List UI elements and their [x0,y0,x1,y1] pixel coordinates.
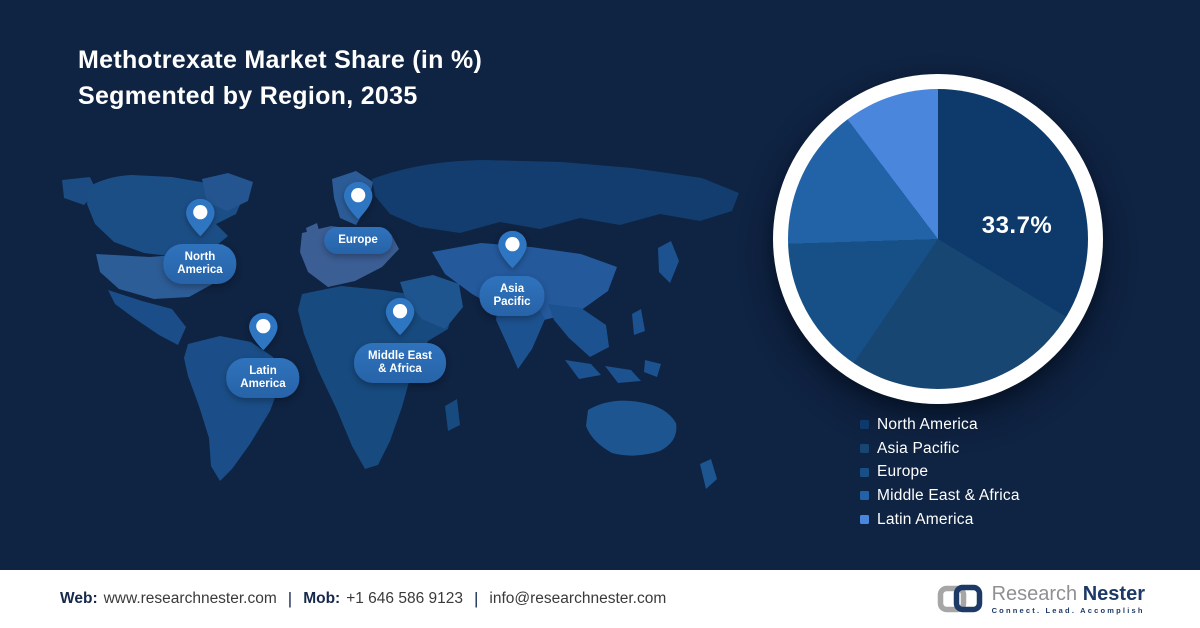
continent-philippines [632,309,645,335]
brand-name: Research Nester [992,584,1145,604]
pie-value-label: 33.7% [981,212,1053,239]
map-pin-icon [248,312,278,351]
pie-legend: North America Asia Pacific Europe Middle… [860,413,1020,531]
legend-item-middle-east-africa: Middle East & Africa [860,484,1020,508]
continent-southeast-asia [548,304,609,357]
legend-marker-icon [860,420,869,430]
separator: | [287,589,293,608]
map-pin-icon [497,230,527,269]
brand-name-nester: Nester [1082,582,1145,605]
title-line-1: Methotrexate Market Share (in %) [78,46,483,74]
map-marker-latin-america: Latin America [226,311,300,398]
legend-marker-icon [860,491,869,501]
brand-tagline: Connect. Lead. Accomplish [991,605,1145,615]
continent-russia [372,160,739,233]
legend-item-europe: Europe [860,460,1020,484]
legend-label: Europe [877,463,929,481]
continent-central-america [108,290,186,345]
email-address: info@researchnester.com [489,590,667,607]
legend-marker-icon [860,515,869,525]
pie [788,89,1088,389]
title-line-2: Segmented by Region, 2035 [78,82,418,110]
region-label-middle-east-africa: Middle East & Africa [354,343,446,383]
continent-japan [658,241,679,283]
legend-label: Asia Pacific [877,439,960,457]
map-marker-asia-pacific: Asia Pacific [479,229,545,316]
legend-label: Latin America [877,510,974,528]
legend-item-asia-pacific: Asia Pacific [860,437,1020,461]
region-label-north-america: North America [163,244,237,284]
legend-item-north-america: North America [860,413,1020,437]
legend-item-latin-america: Latin America [860,508,1020,532]
page-title: Methotrexate Market Share (in %) Segment… [78,42,482,114]
phone-number: +1 646 586 9123 [346,590,463,607]
legend-label: Middle East & Africa [877,486,1020,504]
footer-contacts: Web: www.researchnester.com | Mob: +1 64… [60,589,666,609]
map-marker-north-america: North America [163,197,237,284]
mobile-label: Mob: [303,590,341,607]
web-label: Web: [60,590,98,607]
map-pin-icon [385,297,415,336]
continent-australia [586,400,677,456]
continent-madagascar [445,399,460,431]
continent-indonesia [565,360,661,383]
map-marker-europe: Europe [324,180,392,254]
legend-marker-icon [860,467,869,477]
continent-new-zealand [700,459,717,489]
brand-name-research: Research [991,582,1078,605]
continent-greenland [202,173,253,211]
map-pin-icon [343,181,373,220]
logo-chain-icon [937,584,982,613]
brand-text: Research Nester Connect. Lead. Accomplis… [992,584,1145,615]
separator: | [474,589,479,608]
map-pin-icon [185,198,215,237]
map-marker-middle-east-africa: Middle East & Africa [354,296,446,383]
region-label-europe: Europe [324,227,392,254]
legend-label: North America [877,415,978,433]
region-label-latin-america: Latin America [226,358,300,398]
website-url: www.researchnester.com [103,590,277,607]
continent-middle-east [400,275,463,329]
footer-bar: Web: www.researchnester.com | Mob: +1 64… [0,570,1200,628]
region-label-asia-pacific: Asia Pacific [479,276,545,316]
continent-canada [87,175,243,257]
legend-marker-icon [860,444,869,454]
brand-logo: Research Nester Connect. Lead. Accomplis… [937,583,1145,615]
